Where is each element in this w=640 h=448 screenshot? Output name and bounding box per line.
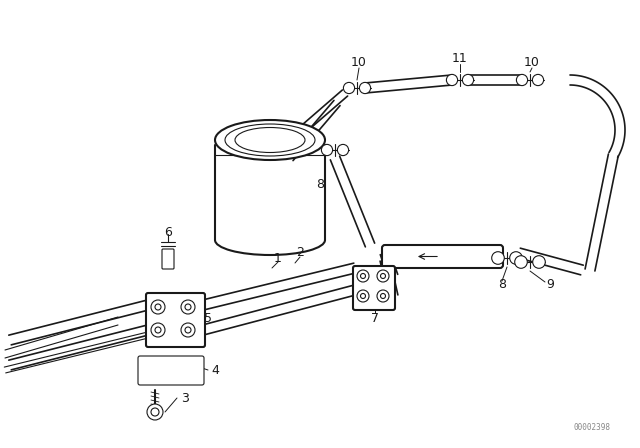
Circle shape	[516, 74, 527, 86]
Circle shape	[360, 293, 365, 298]
Text: 11: 11	[452, 52, 468, 65]
Circle shape	[185, 327, 191, 333]
Circle shape	[381, 273, 385, 279]
Circle shape	[155, 304, 161, 310]
Circle shape	[155, 327, 161, 333]
Circle shape	[147, 404, 163, 420]
Circle shape	[447, 74, 458, 86]
Circle shape	[509, 252, 522, 264]
FancyBboxPatch shape	[382, 245, 503, 268]
Circle shape	[515, 256, 527, 268]
Circle shape	[321, 144, 333, 155]
Circle shape	[360, 273, 365, 279]
Circle shape	[357, 290, 369, 302]
FancyBboxPatch shape	[146, 293, 205, 347]
Text: 4: 4	[211, 363, 219, 376]
Circle shape	[337, 144, 349, 155]
Text: 2: 2	[296, 246, 304, 258]
Circle shape	[151, 300, 165, 314]
Circle shape	[532, 256, 545, 268]
Circle shape	[344, 82, 355, 94]
Circle shape	[532, 74, 543, 86]
Text: 1: 1	[274, 251, 282, 264]
Text: 9: 9	[546, 279, 554, 292]
Text: 3: 3	[181, 392, 189, 405]
Text: 10: 10	[351, 56, 367, 69]
Circle shape	[357, 270, 369, 282]
FancyBboxPatch shape	[138, 356, 204, 385]
Circle shape	[492, 252, 504, 264]
Text: 6: 6	[164, 225, 172, 238]
FancyBboxPatch shape	[162, 249, 174, 269]
Text: 8: 8	[316, 178, 324, 191]
Circle shape	[151, 408, 159, 416]
Ellipse shape	[215, 120, 325, 160]
Text: 7: 7	[371, 311, 379, 324]
Text: 00002398: 00002398	[573, 423, 610, 432]
Circle shape	[360, 82, 371, 94]
Circle shape	[181, 300, 195, 314]
Circle shape	[377, 290, 389, 302]
Circle shape	[462, 74, 474, 86]
Circle shape	[185, 304, 191, 310]
Text: 5: 5	[204, 311, 212, 324]
Circle shape	[381, 293, 385, 298]
Circle shape	[151, 323, 165, 337]
Text: 8: 8	[498, 279, 506, 292]
Circle shape	[181, 323, 195, 337]
Text: 10: 10	[524, 56, 540, 69]
FancyBboxPatch shape	[353, 266, 395, 310]
Circle shape	[377, 270, 389, 282]
